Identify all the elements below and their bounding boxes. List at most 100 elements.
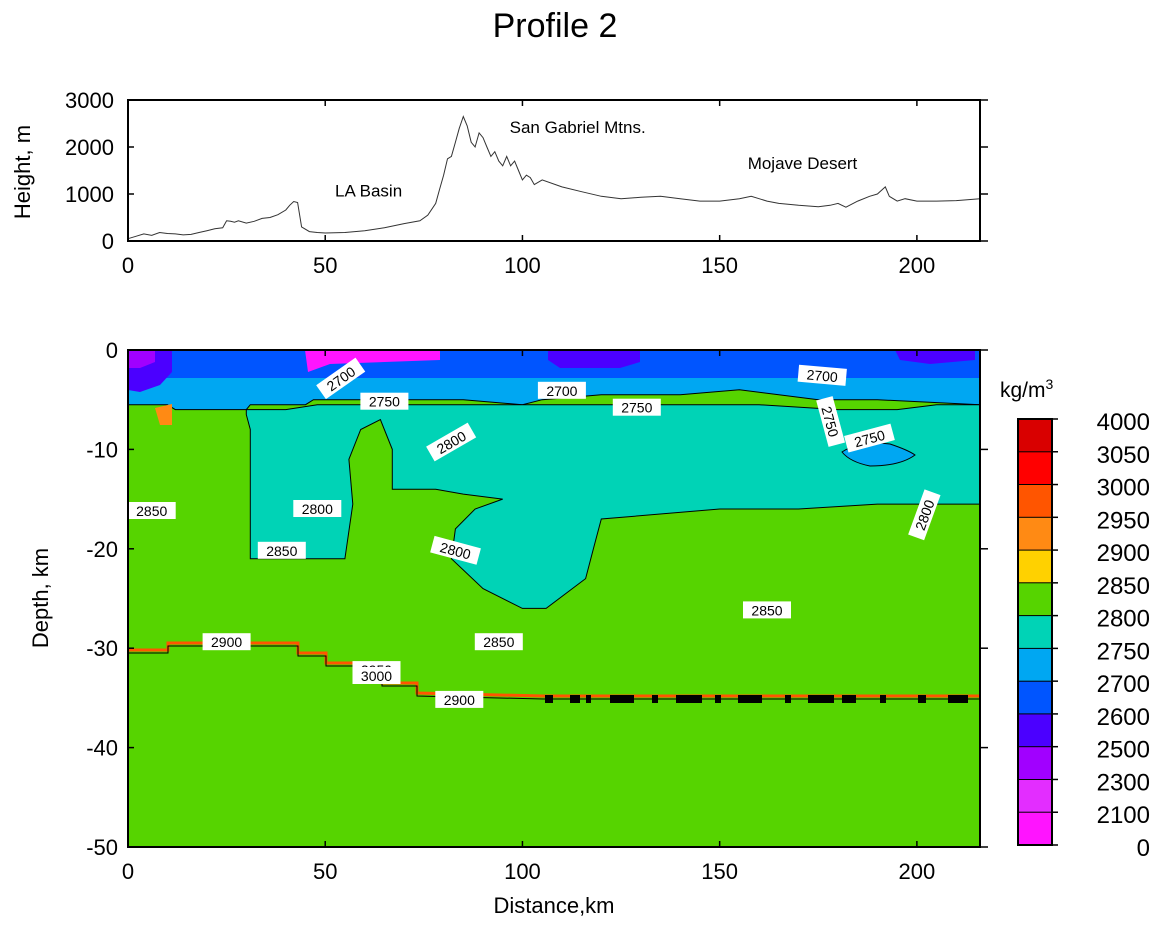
density-y-tick-label: 0 <box>106 338 118 363</box>
moho-dashes <box>545 695 968 703</box>
contour-label-text: 2850 <box>483 634 514 650</box>
contour-label-bg <box>743 601 791 619</box>
contour-label: 2800 <box>293 500 342 517</box>
density-x-tick-label: 150 <box>701 859 738 884</box>
moho-dash <box>918 695 926 703</box>
colorbar-label: 2700 <box>1097 671 1150 698</box>
elevation-y-tick-label: 3000 <box>65 88 114 113</box>
contour-label-bg <box>202 633 251 651</box>
colorbar-swatch <box>1017 647 1053 683</box>
contour-label-text: 2750 <box>852 427 886 451</box>
contour-label: 2750 <box>612 398 661 416</box>
elevation-x-tick-label: 100 <box>504 253 541 278</box>
moho-dash <box>715 695 721 703</box>
elevation-y-tick-label: 2000 <box>65 135 114 160</box>
contour-label: 2900 <box>202 633 251 651</box>
density-pocket-2600-c <box>895 350 975 364</box>
density-y-tick-label: -30 <box>86 636 118 661</box>
elevation-x-tick-label: 50 <box>313 253 337 278</box>
density-ylabel: Depth, km <box>28 548 53 648</box>
colorbar-swatch <box>1017 779 1053 814</box>
moho-dash <box>842 695 856 703</box>
contour-label-bg <box>128 502 176 519</box>
colorbar-label: 2950 <box>1097 507 1150 534</box>
contour-label-text: 2800 <box>302 501 333 517</box>
elevation-x-tick-label: 200 <box>899 253 936 278</box>
contour-label-bg <box>293 500 342 517</box>
density-x-tick-label: 0 <box>122 859 134 884</box>
moho-dash <box>948 695 968 703</box>
colorbar-swatch <box>1017 615 1053 650</box>
colorbar: kg/m3 4000 3050 3000 2950 2900 2850 2800 2750 27… <box>1000 376 1150 862</box>
moho-dash <box>570 695 580 703</box>
colorbar-swatch <box>1017 484 1053 519</box>
elevation-annotation: LA Basin <box>335 181 402 200</box>
elevation-x-tick-label: 150 <box>701 253 738 278</box>
contour-label: 2750 <box>816 396 846 447</box>
contour-label-bg <box>257 541 306 559</box>
contour-label-bg <box>844 423 895 453</box>
elevation-annotation: Mojave Desert <box>748 154 858 173</box>
colorbar-label: 4000 <box>1097 409 1150 436</box>
moho-dash <box>676 695 702 703</box>
colorbar-label: 2600 <box>1097 704 1150 731</box>
moho-dash <box>545 695 553 703</box>
density-x-tick-label: 50 <box>313 859 337 884</box>
contour-label: 2850 <box>257 541 306 559</box>
contour-label: 3000 <box>352 667 401 684</box>
contour-label-text: 2850 <box>136 503 167 519</box>
contour-label: 2700 <box>797 364 847 386</box>
contour-label: 2850 <box>128 502 176 519</box>
colorbar-label: 2500 <box>1097 737 1150 764</box>
colorbar-swatch <box>1017 811 1053 847</box>
contour-label: 2850 <box>474 633 523 651</box>
colorbar-swatch <box>1017 418 1053 453</box>
colorbar-swatch <box>1017 451 1053 486</box>
elevation-line <box>127 115 981 240</box>
density-y-tick-label: -40 <box>86 736 118 761</box>
contour-label-bg <box>316 357 366 400</box>
contour-label-bg <box>908 489 941 541</box>
colorbar-swatch <box>1017 582 1053 617</box>
colorbar-label: 3050 <box>1097 442 1150 469</box>
colorbar-frame <box>1017 418 1053 846</box>
contour-label-bg <box>435 690 484 708</box>
contour-label-bg <box>612 398 661 416</box>
colorbar-label: 2300 <box>1097 769 1150 796</box>
colorbar-unit: kg/m3 <box>1000 376 1054 402</box>
contour-label-text: 2850 <box>266 543 297 559</box>
elevation-annotation: San Gabriel Mtns. <box>510 118 646 137</box>
moho-dash <box>880 695 886 703</box>
elevation-ylabel: Height, m <box>10 125 35 219</box>
colorbar-label: 2100 <box>1097 802 1150 829</box>
colorbar-label: 2800 <box>1097 606 1150 633</box>
moho-dash <box>652 695 658 703</box>
contour-label-bg <box>430 535 481 565</box>
contour-label: 2900 <box>435 690 484 708</box>
contour-label-bg <box>537 381 586 399</box>
contour-label-bg <box>797 364 847 386</box>
density-xlabel: Distance,km <box>493 893 614 918</box>
contour-label-text: 2750 <box>818 404 842 438</box>
density-y-tick-label: -50 <box>86 835 118 860</box>
density-pocket-2875 <box>155 404 172 425</box>
elevation-panel: 0 50 100 150 200 0 1000 2000 3000 LA Basin San G… <box>10 88 988 278</box>
contour-label: 2800 <box>430 535 481 565</box>
density-x-tick-label: 200 <box>899 859 936 884</box>
colorbar-label: 2750 <box>1097 638 1150 665</box>
elevation-x-tick-label: 0 <box>122 253 134 278</box>
density-pocket-2600-b <box>548 350 640 368</box>
moho-dash <box>785 695 791 703</box>
contour-label-text: 2700 <box>806 366 839 385</box>
elevation-y-tick-label: 1000 <box>65 182 114 207</box>
contour-label: 2750 <box>360 392 409 410</box>
contour-label-bg <box>360 392 409 410</box>
contour-label-bg <box>352 667 401 684</box>
contour-label-bg <box>816 396 846 447</box>
contour-label: 2700 <box>537 381 586 399</box>
density-y-tick-label: -10 <box>86 437 118 462</box>
colorbar-swatch <box>1017 549 1053 584</box>
moho-dash <box>610 695 634 703</box>
